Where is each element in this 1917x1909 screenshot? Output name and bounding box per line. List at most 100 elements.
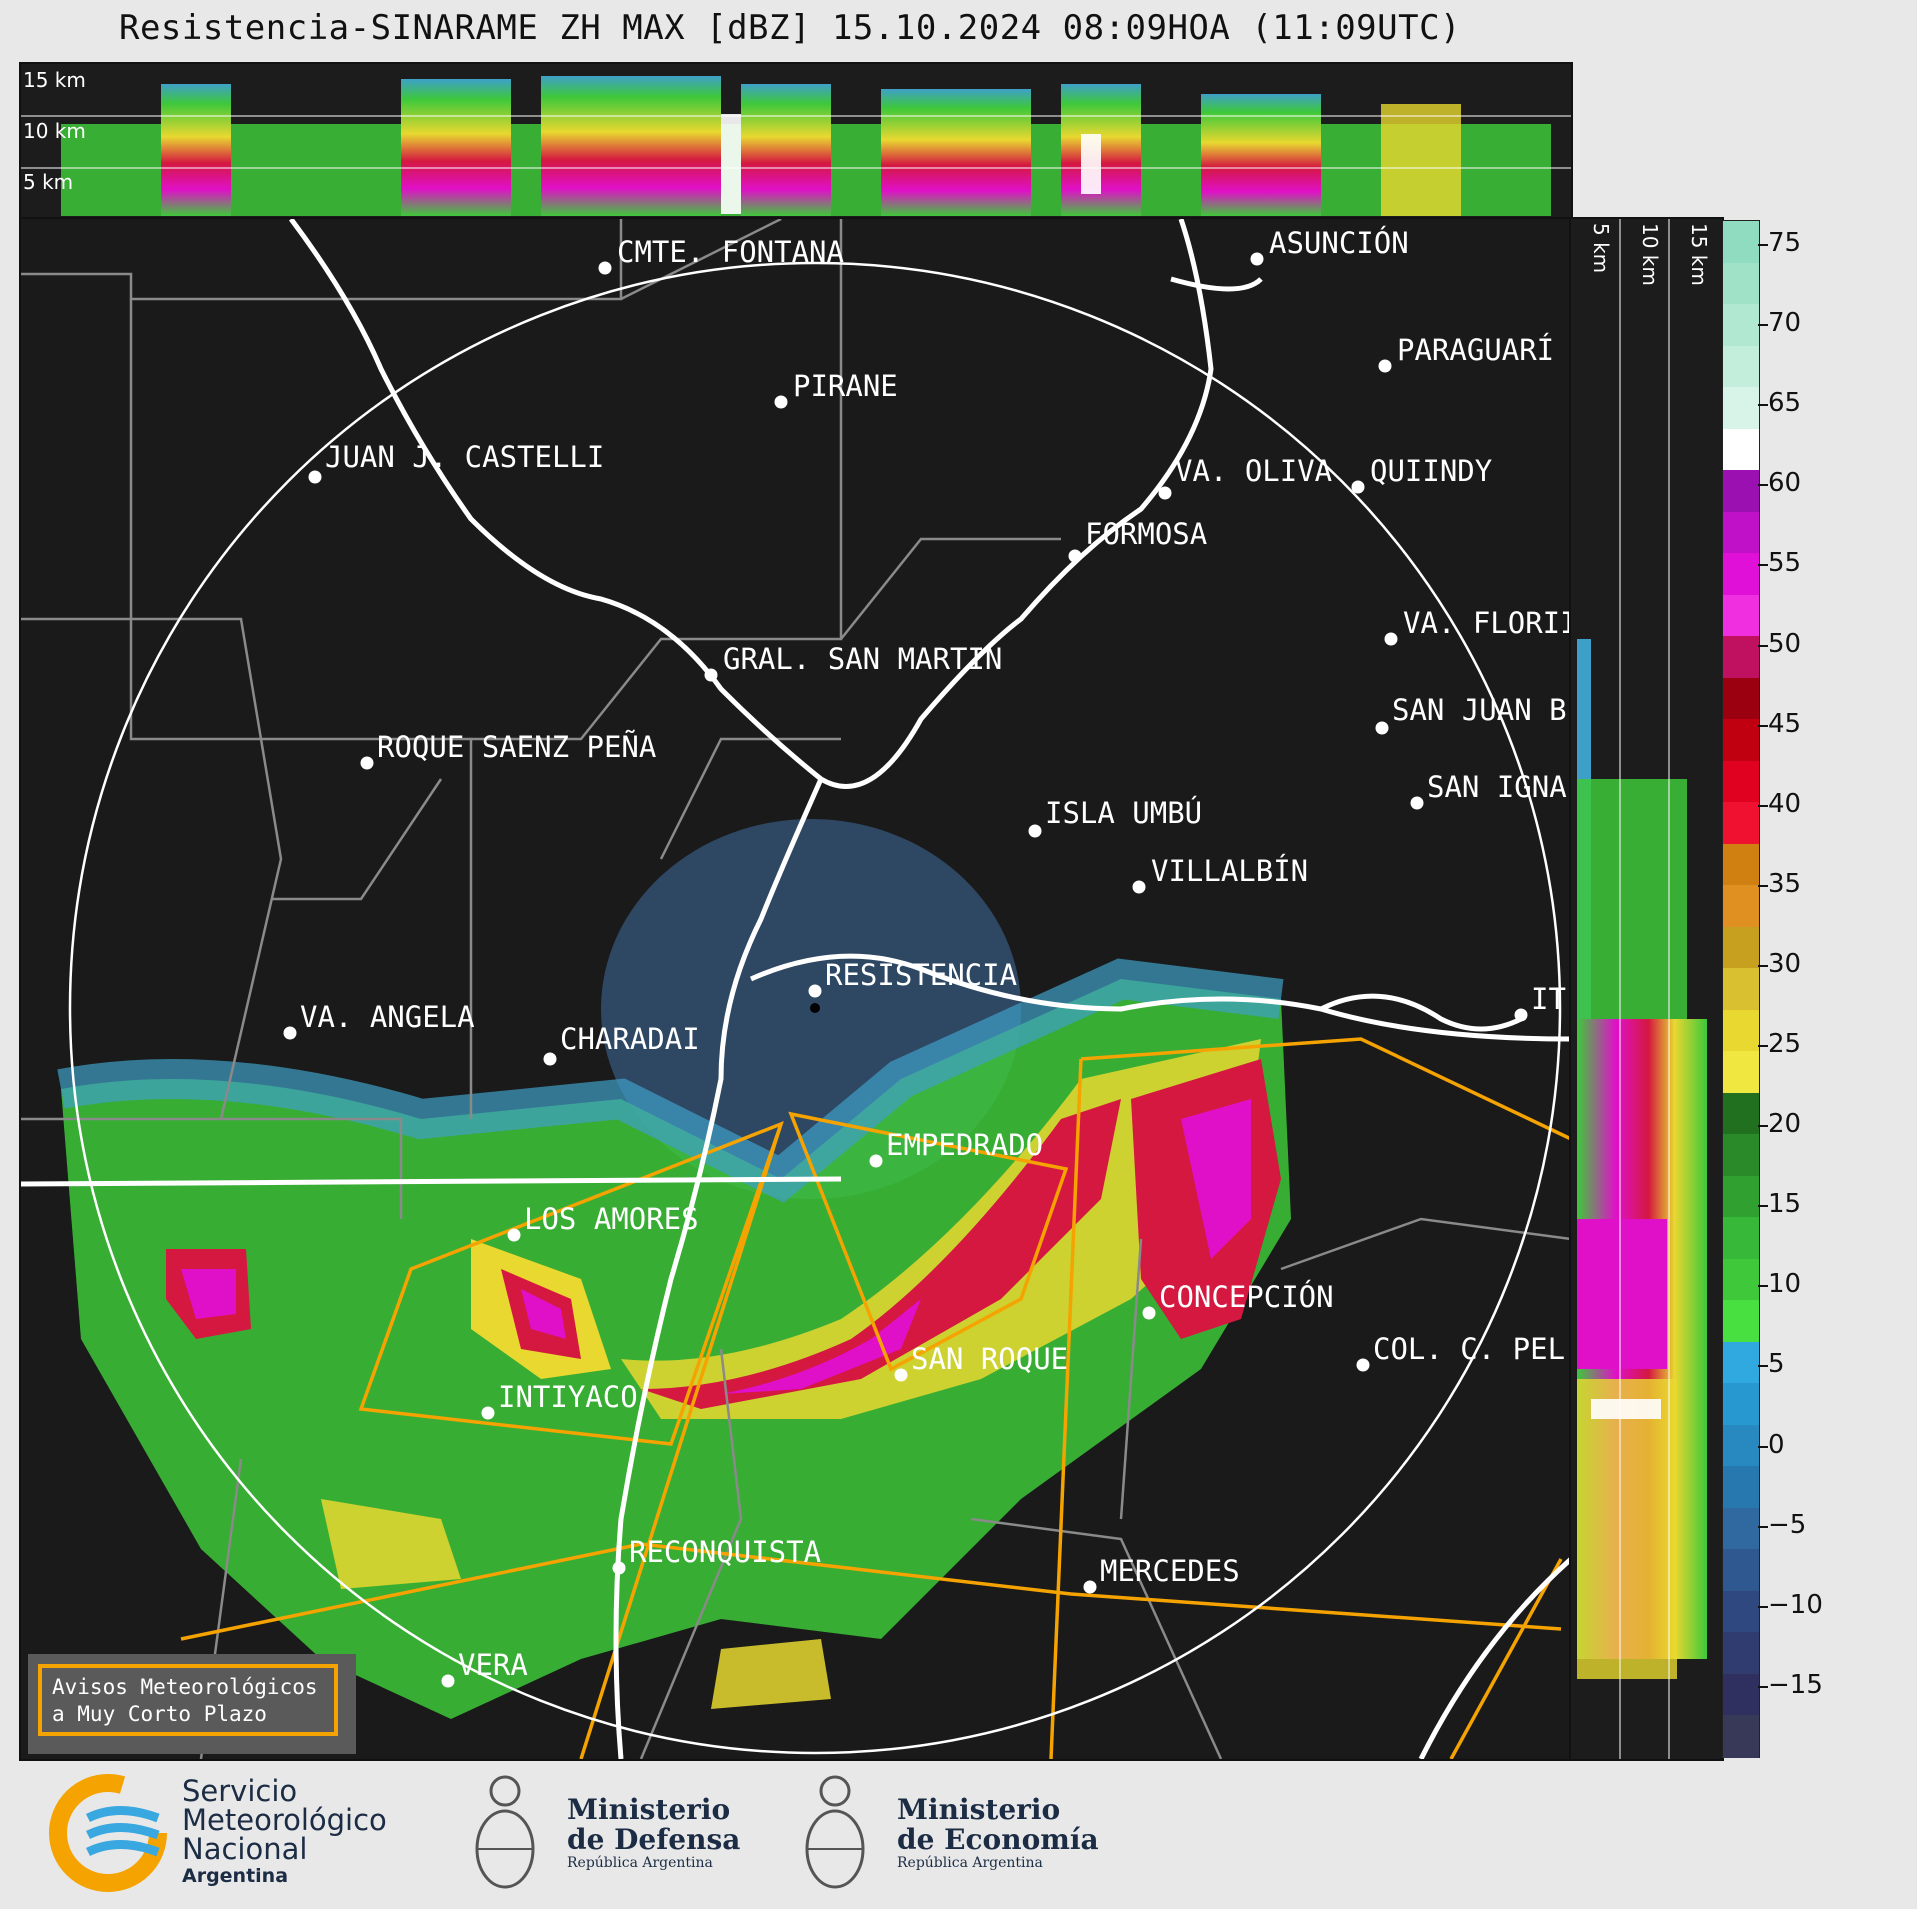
smn-line1: Servicio: [182, 1774, 298, 1808]
colorbar-segment: [1723, 1217, 1759, 1260]
colorbar-tick-label: 10: [1768, 1269, 1802, 1300]
cross-section-top-plot: [21, 76, 1571, 216]
colorbar-tick-mark: [1758, 1205, 1768, 1208]
colorbar-tick-mark: [1758, 244, 1768, 246]
colorbar-segment: [1723, 1009, 1759, 1052]
colorbar-tick-label: 50: [1768, 628, 1802, 659]
city-marker: [1250, 252, 1264, 266]
colorbar-segment: [1723, 802, 1759, 845]
city-marker: [1083, 1580, 1097, 1594]
city-layer: CMTE. FONTANA ASUNCIÓN PARAGUARÍ PIRANE JUAN…: [283, 226, 1571, 1688]
city-marker: [1514, 1008, 1528, 1022]
city-marker: [1378, 359, 1392, 373]
colorbar-segment: [1723, 594, 1759, 637]
colorbar-segment: [1723, 1134, 1759, 1177]
economia-line3: República Argentina: [897, 1855, 1043, 1871]
city-label: RECONQUISTA: [629, 1535, 821, 1569]
colorbar-tick-mark: [1758, 1445, 1768, 1448]
colorbar-segment: [1723, 345, 1759, 388]
colorbar-segment: [1723, 1383, 1759, 1426]
colorbar-segment: [1723, 1300, 1759, 1343]
city-label: VA. ANGELA: [300, 1000, 475, 1034]
city-label: PARAGUARÍ: [1397, 333, 1554, 367]
colorbar-segment: [1723, 1715, 1759, 1758]
smn-line4: Argentina: [182, 1865, 289, 1887]
colorbar-tick-mark: [1758, 324, 1768, 327]
city-label: ASUNCIÓN: [1269, 226, 1409, 260]
city-marker: [441, 1674, 455, 1688]
colorbar-segment: [1723, 636, 1759, 679]
colorbar-tick-label: 20: [1768, 1109, 1802, 1140]
city-marker: [808, 984, 822, 998]
radar-range-circle: [68, 261, 1562, 1755]
smn-logo-icon: [49, 1774, 167, 1892]
colorbar-segment: [1723, 1466, 1759, 1509]
colorbar-segment: [1723, 968, 1759, 1011]
city-marker: [598, 261, 612, 275]
colorbar-tick-label: −5: [1768, 1509, 1807, 1540]
city-label: VA. FLORII: [1403, 606, 1571, 640]
city-marker: [360, 756, 374, 770]
colorbar-segment: [1723, 304, 1759, 347]
city-marker: [704, 668, 718, 682]
colorbar-tick-mark: [1758, 1365, 1768, 1368]
km-label-right-15: 15 km: [1687, 223, 1711, 286]
city-label: VILLALBÍN: [1151, 854, 1308, 888]
city-label: VA. OLIVA: [1175, 454, 1332, 488]
city-marker: [1356, 1358, 1370, 1372]
city-label: SAN IGNA: [1427, 770, 1567, 804]
colorbar-segment: [1723, 428, 1759, 471]
city-marker: [308, 470, 322, 484]
city-marker: [543, 1052, 557, 1066]
colorbar-tick-mark: [1758, 1605, 1768, 1608]
colorbar-tick-label: 30: [1768, 948, 1802, 979]
city-marker: [774, 395, 788, 409]
colorbar-segment: [1723, 221, 1759, 264]
colorbar-segment: [1723, 843, 1759, 886]
warning-legend-inner: Avisos Meteorológicos a Muy Corto Plazo: [38, 1664, 338, 1736]
colorbar-segment: [1723, 1507, 1759, 1551]
colorbar-segment: [1723, 1092, 1759, 1135]
radar-map-svg: CMTE. FONTANA ASUNCIÓN PARAGUARÍ PIRANE JUAN…: [21, 219, 1571, 1759]
economia-line1: Ministerio: [897, 1793, 1061, 1826]
colorbar-tick-mark: [1758, 804, 1768, 807]
page-title: Resistencia-SINARAME ZH MAX [dBZ] 15.10.…: [118, 8, 1462, 48]
defensa-coat-of-arms-icon: [475, 1775, 535, 1889]
colorbar-tick-mark: [1758, 564, 1768, 567]
warning-legend: Avisos Meteorológicos a Muy Corto Plazo: [28, 1654, 356, 1754]
city-marker: [1132, 880, 1146, 894]
city-label: CMTE. FONTANA: [617, 235, 844, 269]
economia-coat-of-arms-icon: [805, 1775, 865, 1889]
colorbar-tick-label: 5: [1768, 1349, 1785, 1380]
city-label: SAN ROQUE: [911, 1342, 1068, 1376]
colorbar-tick-label: 60: [1768, 468, 1802, 499]
city-marker: [481, 1406, 495, 1420]
city-label: QUIINDY: [1370, 454, 1492, 488]
city-marker: [612, 1561, 626, 1575]
smn-line2: Meteorológico: [182, 1803, 387, 1837]
city-label: ROQUE SAENZ PEÑA: [377, 730, 656, 764]
colorbar-segment: [1723, 262, 1759, 305]
colorbar-segment: [1723, 1673, 1759, 1717]
colorbar-tick-label: 75: [1768, 228, 1802, 258]
economia-line2: de Economía: [897, 1823, 1099, 1856]
warning-legend-line1: Avisos Meteorológicos: [52, 1675, 318, 1699]
km-label-15: 15 km: [23, 68, 86, 92]
colorbar-segment: [1723, 1175, 1759, 1218]
colorbar-segment: [1723, 1549, 1759, 1592]
city-label: IT: [1531, 982, 1566, 1016]
colorbar-segment: [1723, 553, 1759, 596]
radar-map[interactable]: CMTE. FONTANA ASUNCIÓN PARAGUARÍ PIRANE JUAN…: [19, 217, 1573, 1761]
city-label: COL. C. PEL: [1373, 1332, 1565, 1366]
city-label: SAN JUAN B: [1392, 693, 1567, 727]
city-label: VERA: [458, 1648, 528, 1682]
colorbar-tick-mark: [1758, 1525, 1768, 1528]
colorbar-tick-label: −15: [1768, 1669, 1823, 1700]
km-label-5: 5 km: [23, 170, 74, 194]
colorbar-tick-label: −10: [1768, 1589, 1823, 1620]
defensa-line1: Ministerio: [567, 1793, 731, 1826]
province-border: [21, 1176, 842, 1187]
colorbar-segment: [1723, 1341, 1759, 1384]
city-label: FORMOSA: [1085, 517, 1207, 551]
city-label: JUAN J. CASTELLI: [325, 440, 604, 474]
